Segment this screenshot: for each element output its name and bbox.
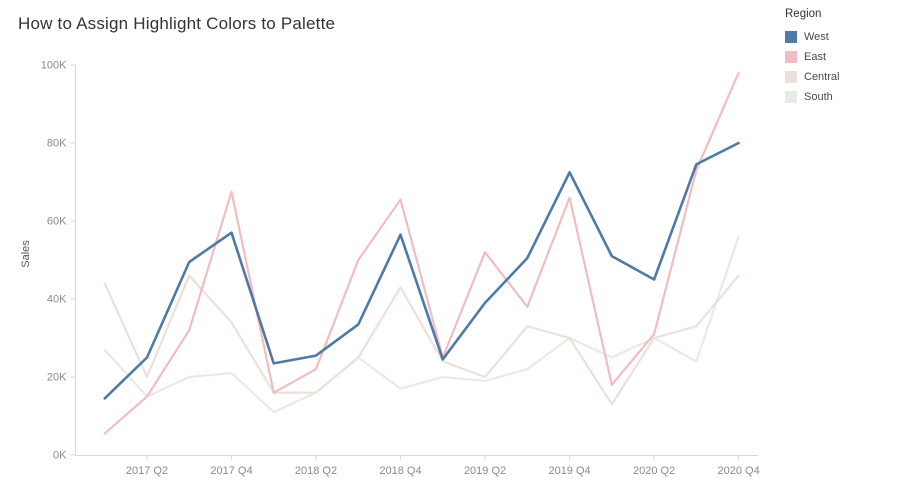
x-tick-label: 2020 Q2 — [633, 465, 675, 477]
legend-title: Region — [785, 8, 822, 20]
legend-item-west[interactable]: West — [785, 27, 895, 47]
x-tick-label: 2020 Q4 — [717, 465, 759, 477]
legend-label-south: South — [804, 91, 833, 103]
legend-label-west: West — [804, 31, 829, 43]
series-line-east[interactable] — [103, 71, 740, 435]
x-tick-label: 2017 Q4 — [210, 465, 252, 477]
series-line-south[interactable] — [103, 235, 740, 414]
chart-title: How to Assign Highlight Colors to Palett… — [18, 14, 336, 33]
legend-item-central[interactable]: Central — [785, 67, 895, 87]
series-line-central[interactable] — [103, 274, 740, 406]
legend-item-east[interactable]: East — [785, 47, 895, 67]
legend-label-east: East — [804, 51, 827, 63]
legend-swatch-central — [785, 71, 797, 83]
series-line-west[interactable] — [103, 141, 740, 400]
y-tick-label: 20K — [47, 372, 67, 384]
y-tick-label: 80K — [47, 138, 67, 150]
legend-item-south[interactable]: South — [785, 87, 895, 107]
y-tick-label: 40K — [47, 294, 67, 306]
y-tick-label: 100K — [41, 60, 67, 72]
legend-swatch-south — [785, 91, 797, 103]
x-tick-label: 2018 Q4 — [379, 465, 421, 477]
y-tick-label: 0K — [53, 450, 67, 462]
x-tick-label: 2017 Q2 — [126, 465, 168, 477]
x-tick-label: 2019 Q2 — [464, 465, 506, 477]
legend: Region West East Central South — [785, 8, 895, 107]
x-tick-label: 2019 Q4 — [548, 465, 590, 477]
legend-swatch-west — [785, 31, 797, 43]
x-tick-label: 2018 Q2 — [295, 465, 337, 477]
legend-label-central: Central — [804, 71, 840, 83]
legend-swatch-east — [785, 51, 797, 63]
y-tick-label: 60K — [47, 216, 67, 228]
